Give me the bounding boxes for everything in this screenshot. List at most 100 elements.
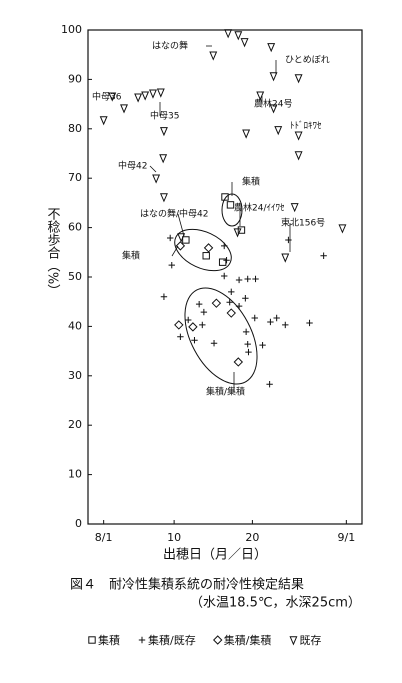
point: [320, 252, 327, 259]
cluster-outline: [174, 228, 232, 272]
y-axis-label: 不稔歩合（%）: [45, 207, 61, 297]
point: [281, 253, 290, 263]
point: [306, 319, 313, 327]
point: [242, 129, 251, 139]
point: [224, 29, 233, 39]
point: [199, 321, 206, 329]
legend-marker: [289, 636, 298, 646]
point: [259, 341, 266, 349]
point: [177, 333, 184, 340]
cluster-outline: [184, 287, 258, 385]
point: [233, 357, 244, 367]
legend-marker: [213, 635, 223, 645]
point: [266, 380, 273, 388]
point: [235, 276, 243, 284]
point: [244, 340, 251, 348]
point: [168, 261, 175, 269]
point: [226, 201, 235, 209]
y-tick-label: 80: [68, 122, 82, 135]
y-tick-label: 40: [68, 319, 82, 332]
legend-marker: [88, 636, 96, 644]
point: [240, 38, 249, 48]
point: [244, 275, 251, 283]
point: [141, 91, 150, 101]
point: [267, 318, 274, 326]
point: [211, 298, 222, 308]
point: [159, 193, 168, 203]
point: [182, 236, 190, 244]
x-axis-label: 出穂日（月／日）: [163, 548, 267, 563]
point: [159, 154, 168, 164]
point: [175, 241, 186, 251]
x-tick-label: 8/1: [95, 531, 113, 544]
point: [294, 131, 303, 141]
point: [174, 320, 184, 330]
point: [149, 89, 157, 99]
annotation: 東北156号: [281, 217, 325, 229]
point: [256, 91, 265, 101]
point: [191, 337, 198, 344]
y-tick-label: 60: [68, 221, 82, 234]
point: [233, 228, 242, 238]
point: [188, 322, 198, 332]
y-tick-label: 100: [61, 23, 82, 36]
subcaption: （水温18.5℃，水深25cm）: [190, 596, 361, 611]
annotation: はなの舞: [152, 41, 188, 52]
point: [218, 258, 227, 266]
x-tick-label: 20: [245, 531, 259, 544]
point: [294, 151, 303, 161]
y-tick-label: 20: [68, 418, 82, 431]
point: [223, 257, 230, 264]
point: [202, 252, 210, 260]
annotation: ひとめぼれ: [285, 55, 330, 66]
point: [221, 193, 229, 201]
point: [200, 308, 208, 316]
annotation: 農林24/ｲｲﾜｾ: [234, 202, 285, 214]
annotation: はなの舞/中母42: [140, 208, 209, 220]
y-tick-label: 90: [68, 72, 82, 85]
point: [203, 243, 214, 253]
point: [267, 43, 276, 53]
annotation: 集積: [242, 176, 260, 188]
legend-label: 集積/既存: [148, 633, 196, 647]
y-tick-label: 50: [68, 270, 82, 283]
point: [160, 293, 168, 300]
point: [274, 126, 283, 136]
point: [195, 300, 203, 308]
annotation: 中母35: [150, 110, 179, 122]
annotation: 中母42: [118, 160, 147, 172]
x-tick-label: 10: [167, 531, 181, 544]
plot-frame: [87, 29, 363, 525]
point: [226, 298, 233, 306]
point: [226, 308, 236, 318]
point: [120, 104, 128, 114]
point: [252, 275, 259, 283]
annotation: 農林24号: [254, 98, 292, 110]
y-tick-label: 10: [68, 468, 82, 481]
point: [167, 234, 174, 242]
point: [234, 31, 243, 41]
caption: 図４ 耐冷性集積系統の耐冷性検定結果: [70, 577, 304, 593]
y-tick-label: 30: [68, 369, 82, 382]
y-tick-label: 0: [75, 517, 82, 530]
point: [134, 93, 143, 103]
point: [156, 88, 165, 98]
point: [290, 203, 299, 213]
point: [245, 348, 252, 356]
annotation-arrow: [149, 165, 157, 173]
y-tick-label: 70: [68, 171, 82, 184]
point: [242, 328, 250, 336]
point: [269, 104, 278, 114]
legend-label: 集積/集積: [224, 633, 272, 647]
point: [251, 314, 258, 322]
point: [237, 226, 246, 234]
point: [185, 316, 192, 324]
point: [282, 321, 289, 329]
point: [159, 127, 168, 137]
legend-label: 集積: [98, 633, 120, 647]
legend-label: 既存: [299, 633, 321, 647]
point: [269, 72, 278, 82]
point: [177, 233, 186, 243]
point: [338, 224, 347, 234]
